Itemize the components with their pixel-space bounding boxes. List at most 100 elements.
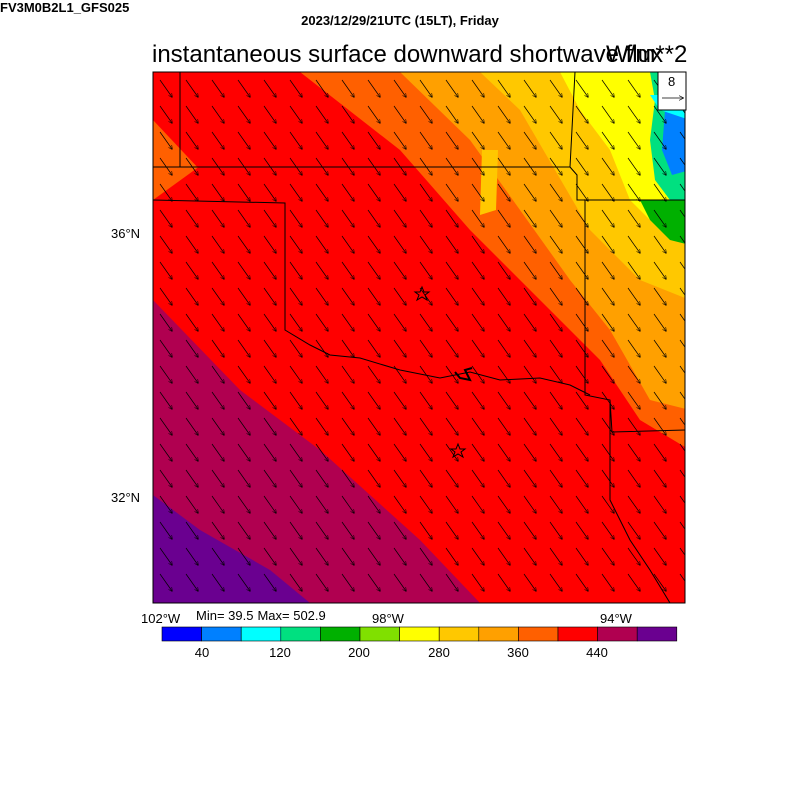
wind-arrow-icon [419,157,432,175]
wind-arrow-icon [549,469,562,487]
wind-arrow-icon [601,105,614,123]
wind-arrow-icon [549,209,562,227]
wind-arrow-icon [497,469,510,487]
wind-arrow-icon [341,183,354,201]
wind-arrow-icon [679,443,685,452]
wind-arrow-icon [445,235,458,253]
wind-arrow-icon [263,469,276,487]
wind-arrow-icon [367,521,380,539]
wind-arrow-icon [601,391,614,409]
wind-arrow-icon [185,547,198,565]
wind-arrow-icon [419,547,432,565]
wind-arrow-icon [159,131,172,149]
wind-arrow-icon [445,131,458,149]
wind-arrow-icon [601,443,614,461]
band-80-120 [662,110,685,175]
wind-arrow-icon [211,131,224,149]
wind-arrow-icon [367,365,380,383]
map-frame [152,71,686,604]
wind-arrow-icon [445,287,458,305]
wind-arrow-icon [679,573,685,582]
wind-arrow-icon [289,339,302,357]
wind-arrow-icon [237,287,250,305]
wind-arrow-icon [679,235,685,244]
wind-arrow-icon [367,209,380,227]
wind-arrow-icon [237,235,250,253]
wind-arrow-icon [679,313,685,322]
wind-arrow-icon [237,261,250,279]
wind-arrow-icon [185,417,198,435]
wind-arrow-icon [445,79,458,97]
wind-arrow-icon [289,521,302,539]
wind-arrow-icon [341,443,354,461]
colorbar-swatch [320,626,361,642]
wind-arrow-icon [445,469,458,487]
wind-arrow-icon [237,157,250,175]
wind-arrow-icon [185,443,198,461]
wind-arrow-icon [237,469,250,487]
wind-arrow-icon [679,365,685,374]
wind-arrow-icon [627,547,640,565]
wind-arrow-icon [549,261,562,279]
wind-arrow-icon [237,131,250,149]
wind-arrow-icon [549,79,562,97]
wind-arrow-icon [653,287,666,305]
wind-arrow-icon [159,313,172,331]
wind-arrow-icon [341,339,354,357]
wind-arrow-icon [159,521,172,539]
wind-arrow-icon [393,313,406,331]
field-shading [153,72,685,603]
wind-arrow-icon [523,443,536,461]
wind-arrow-icon [237,183,250,201]
wind-arrow-icon [549,417,562,435]
colorbar-swatch [438,626,480,642]
wind-arrow-icon [341,547,354,565]
wind-arrow-icon [393,339,406,357]
wind-arrow-icon [679,131,685,140]
wind-arrow-icon [237,209,250,227]
wind-arrow-icon [471,521,484,539]
wind-arrow-icon [211,365,224,383]
wind-arrow-icon [185,235,198,253]
wind-arrow-icon [159,339,172,357]
wind-arrow-icon [419,391,432,409]
wind-arrow-icon [289,391,302,409]
colorbar [161,626,678,642]
wind-arrow-icon [315,313,328,331]
wind-arrow-icon [575,417,588,435]
wind-arrow-icon [393,443,406,461]
wind-arrow-icon [419,183,432,201]
wind-arrow-icon [627,495,640,513]
lon-label-94w: 94°W [600,611,632,626]
wind-arrow-icon [523,547,536,565]
wind-arrow-icon [367,339,380,357]
wind-arrow-icon [471,79,484,97]
wind-arrow-icon [601,417,614,435]
wind-arrow-icon [211,547,224,565]
wind-arrow-icon [315,573,328,591]
wind-arrow-icon [315,495,328,513]
wind-arrow-icon [159,469,172,487]
wind-arrow-icon [341,495,354,513]
wind-arrow-icon [627,287,640,305]
wind-arrow-icon [419,313,432,331]
wind-arrow-icon [263,417,276,435]
wind-arrow-icon [159,261,172,279]
wind-arrow-icon [549,131,562,149]
wind-arrow-icon [341,469,354,487]
wind-arrow-icon [237,365,250,383]
wind-arrow-icon [419,79,432,97]
wind-arrow-icon [653,573,666,591]
wind-arrow-icon [315,365,328,383]
wind-arrow-icon [185,391,198,409]
wind-arrow-icon [445,105,458,123]
wind-arrow-icon [315,469,328,487]
lat-label-36n: 36°N [111,226,141,241]
wind-arrow-icon [419,443,432,461]
wind-arrow-icon [471,547,484,565]
wind-arrow-icon [575,261,588,279]
wind-arrow-icon [445,495,458,513]
wind-arrow-icon [653,261,666,279]
wind-arrow-icon [341,365,354,383]
wind-arrow-icon [341,157,354,175]
